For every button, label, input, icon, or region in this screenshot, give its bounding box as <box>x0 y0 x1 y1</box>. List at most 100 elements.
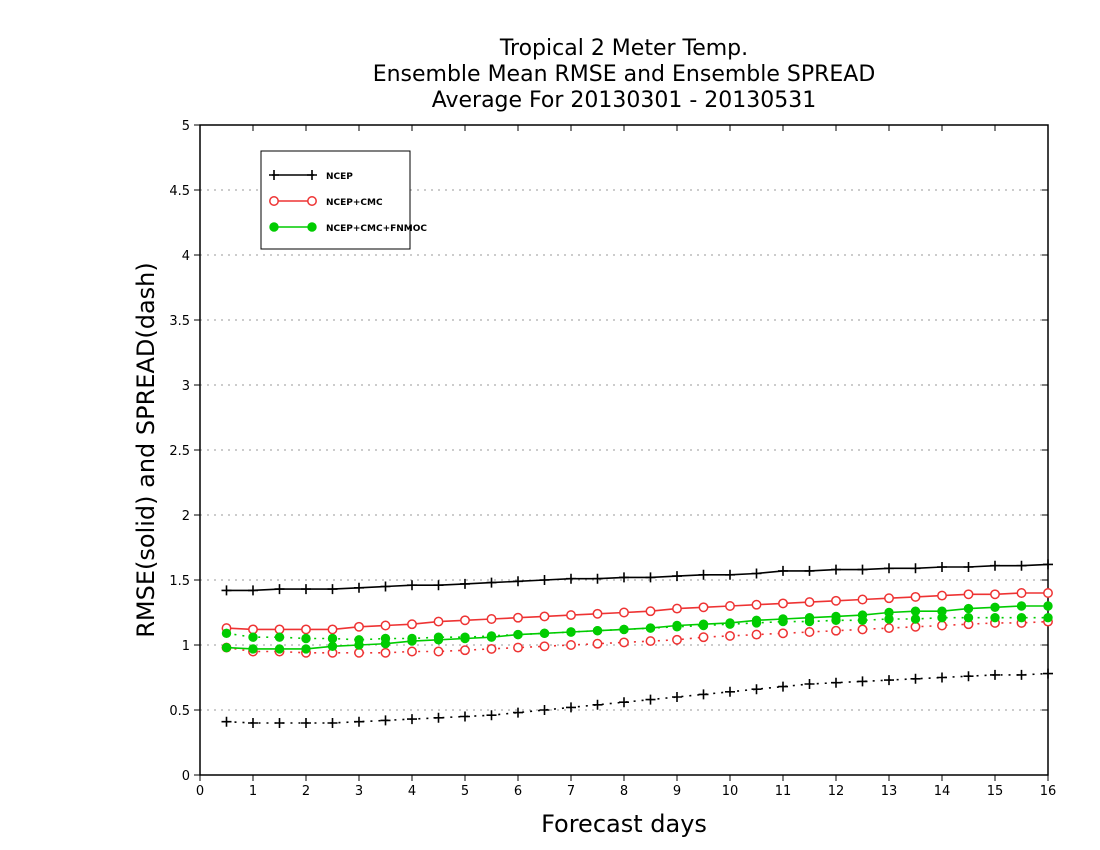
series-point-ncep-spread <box>221 716 232 727</box>
y-tick-label: 3.5 <box>169 314 190 329</box>
series-point-ncep-rmse <box>619 572 629 583</box>
series-line-ncep-spread <box>226 672 1049 724</box>
series-point-ncep-rmse <box>672 571 682 582</box>
series-point-ncep-cmc-spread <box>486 643 497 654</box>
series-point-ncep-rmse <box>248 585 258 596</box>
series-point-ncep-cmc-rmse <box>1043 588 1053 598</box>
series-point-ncep-cmc-rmse <box>1016 588 1027 598</box>
y-tick-label: 5 <box>182 119 190 134</box>
series-point-ncep-spread <box>857 676 868 687</box>
series-point-ncep-cmc-rmse <box>407 619 417 630</box>
series-point-ncep-cmc-spread <box>751 629 762 640</box>
series-point-ncep-spread <box>725 686 735 697</box>
series-point-ncep-rmse <box>751 568 762 579</box>
series-point-ncep-cmc-rmse <box>963 589 974 600</box>
series-point-ncep-rmse <box>513 576 523 587</box>
series-point-ncep-cmc-fnmoc-spread <box>221 628 232 638</box>
series-point-ncep-spread <box>1043 668 1053 679</box>
series-point-ncep-cmc-fnmoc-spread <box>327 633 338 644</box>
x-tick-label: 10 <box>722 784 739 799</box>
series-point-ncep-spread <box>460 711 470 722</box>
series-point-ncep-cmc-spread <box>645 636 656 647</box>
series-point-ncep-spread <box>937 672 947 683</box>
series-point-ncep-rmse <box>990 560 1000 571</box>
series-point-ncep-cmc-fnmoc-rmse <box>963 603 974 614</box>
legend-marker <box>307 196 317 206</box>
x-tick-label: 3 <box>355 784 363 799</box>
series-point-ncep-rmse <box>778 565 788 576</box>
series-point-ncep-cmc-rmse <box>672 603 682 614</box>
series-point-ncep-cmc-fnmoc-spread <box>619 624 629 635</box>
series-point-ncep-cmc-fnmoc-spread <box>1016 613 1027 623</box>
series-point-ncep-spread <box>301 718 311 728</box>
x-tick-label: 6 <box>514 784 522 799</box>
series-point-ncep-spread <box>433 712 444 723</box>
y-tick-label: 0.5 <box>169 704 190 719</box>
series-point-ncep-cmc-spread <box>698 632 709 643</box>
series-point-ncep-cmc-spread <box>778 628 788 639</box>
series-point-ncep-cmc-spread <box>592 638 603 649</box>
series-point-ncep-rmse <box>221 585 232 596</box>
series-point-ncep-cmc-spread <box>910 621 921 632</box>
series-point-ncep-spread <box>592 699 603 710</box>
series-point-ncep-rmse <box>301 584 311 595</box>
series-point-ncep-cmc-fnmoc-spread <box>274 632 285 642</box>
series-point-ncep-cmc-fnmoc-spread <box>672 622 682 632</box>
series-point-ncep-cmc-rmse <box>619 607 629 618</box>
chart-title-line-3: Average For 20130301 - 20130531 <box>431 88 817 113</box>
series-point-ncep-spread <box>778 681 788 692</box>
series-point-ncep-rmse <box>354 582 364 593</box>
series-line-ncep-rmse <box>226 563 1049 592</box>
series-point-ncep-rmse <box>725 569 735 580</box>
series-point-ncep-cmc-rmse <box>592 608 603 619</box>
legend-label: NCEP+CMC+FNMOC <box>326 224 427 234</box>
series-point-ncep-cmc-fnmoc-spread <box>1043 613 1053 623</box>
series-point-ncep-cmc-fnmoc-spread <box>513 629 523 640</box>
series-point-ncep-cmc-fnmoc-rmse <box>221 642 232 653</box>
series-point-ncep-rmse <box>433 580 444 591</box>
x-tick-label: 2 <box>302 784 310 799</box>
series-point-ncep-spread <box>963 671 974 682</box>
series-point-ncep-rmse <box>460 578 470 589</box>
x-tick-label: 5 <box>461 784 469 799</box>
series-point-ncep-spread <box>513 707 523 718</box>
x-axis-label: Forecast days <box>541 810 707 838</box>
y-tick-label: 2 <box>182 509 190 524</box>
series-point-ncep-spread <box>539 705 550 715</box>
series-point-ncep-cmc-fnmoc-rmse <box>990 602 1000 612</box>
y-tick-label: 3 <box>182 379 190 394</box>
series-point-ncep-cmc-spread <box>857 624 868 635</box>
x-tick-label: 12 <box>828 784 845 799</box>
series-point-ncep-cmc-spread <box>804 627 815 637</box>
y-tick-label: 1.5 <box>169 574 190 589</box>
y-axis-label: RMSE(solid) and SPREAD(dash) <box>132 262 160 638</box>
series-point-ncep-cmc-fnmoc-rmse <box>274 644 285 654</box>
x-tick-label: 15 <box>987 784 1004 799</box>
series-point-ncep-rmse <box>380 581 391 592</box>
legend-label: NCEP <box>326 172 353 182</box>
series-point-ncep-cmc-fnmoc-spread <box>566 627 576 637</box>
y-tick-label: 4.5 <box>169 184 190 199</box>
series-point-ncep-cmc-rmse <box>804 597 815 608</box>
series-point-ncep-cmc-fnmoc-spread <box>460 632 470 642</box>
legend-box <box>260 150 411 250</box>
series-point-ncep-rmse <box>327 584 338 595</box>
series-point-ncep-cmc-spread <box>539 641 550 652</box>
series-point-ncep-rmse <box>566 573 576 584</box>
series-point-ncep-cmc-fnmoc-rmse <box>1043 601 1053 611</box>
series-point-ncep-cmc-fnmoc-spread <box>354 635 364 645</box>
series-point-ncep-cmc-spread <box>354 647 364 658</box>
series-point-ncep-cmc-spread <box>513 642 523 653</box>
series-point-ncep-rmse <box>274 584 285 595</box>
y-tick-label: 2.5 <box>169 444 190 459</box>
series-point-ncep-cmc-rmse <box>778 598 788 609</box>
series-point-ncep-rmse <box>592 573 603 584</box>
series-point-ncep-spread <box>672 692 682 702</box>
series-point-ncep-spread <box>486 710 497 721</box>
series-point-ncep-cmc-spread <box>619 637 629 648</box>
series-point-ncep-spread <box>380 715 391 726</box>
series-point-ncep-spread <box>698 689 709 700</box>
series-point-ncep-spread <box>407 714 417 725</box>
series-point-ncep-cmc-spread <box>407 646 417 657</box>
